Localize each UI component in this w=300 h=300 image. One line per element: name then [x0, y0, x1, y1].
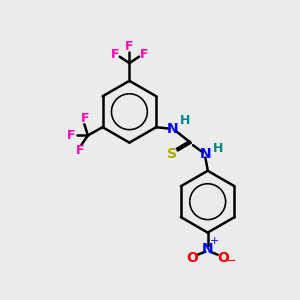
- Text: −: −: [226, 255, 236, 268]
- Text: S: S: [167, 147, 177, 161]
- Text: F: F: [67, 129, 75, 142]
- Text: +: +: [209, 236, 219, 246]
- Text: N: N: [167, 122, 178, 136]
- Text: N: N: [202, 242, 214, 256]
- Text: F: F: [140, 48, 148, 61]
- Text: F: F: [125, 40, 134, 53]
- Text: N: N: [200, 147, 211, 161]
- Text: F: F: [75, 144, 84, 157]
- Text: H: H: [179, 114, 190, 127]
- Text: O: O: [186, 251, 198, 265]
- Text: O: O: [217, 251, 229, 265]
- Text: F: F: [81, 112, 90, 125]
- Text: F: F: [110, 48, 119, 61]
- Text: H: H: [212, 142, 223, 155]
